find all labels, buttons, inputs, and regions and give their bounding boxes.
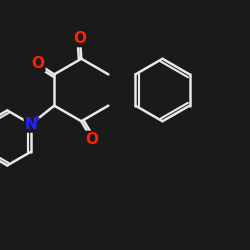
Text: O: O — [85, 132, 98, 147]
Text: N: N — [25, 117, 38, 132]
Text: O: O — [32, 56, 44, 72]
Text: O: O — [74, 31, 86, 46]
Text: +: + — [33, 114, 42, 124]
